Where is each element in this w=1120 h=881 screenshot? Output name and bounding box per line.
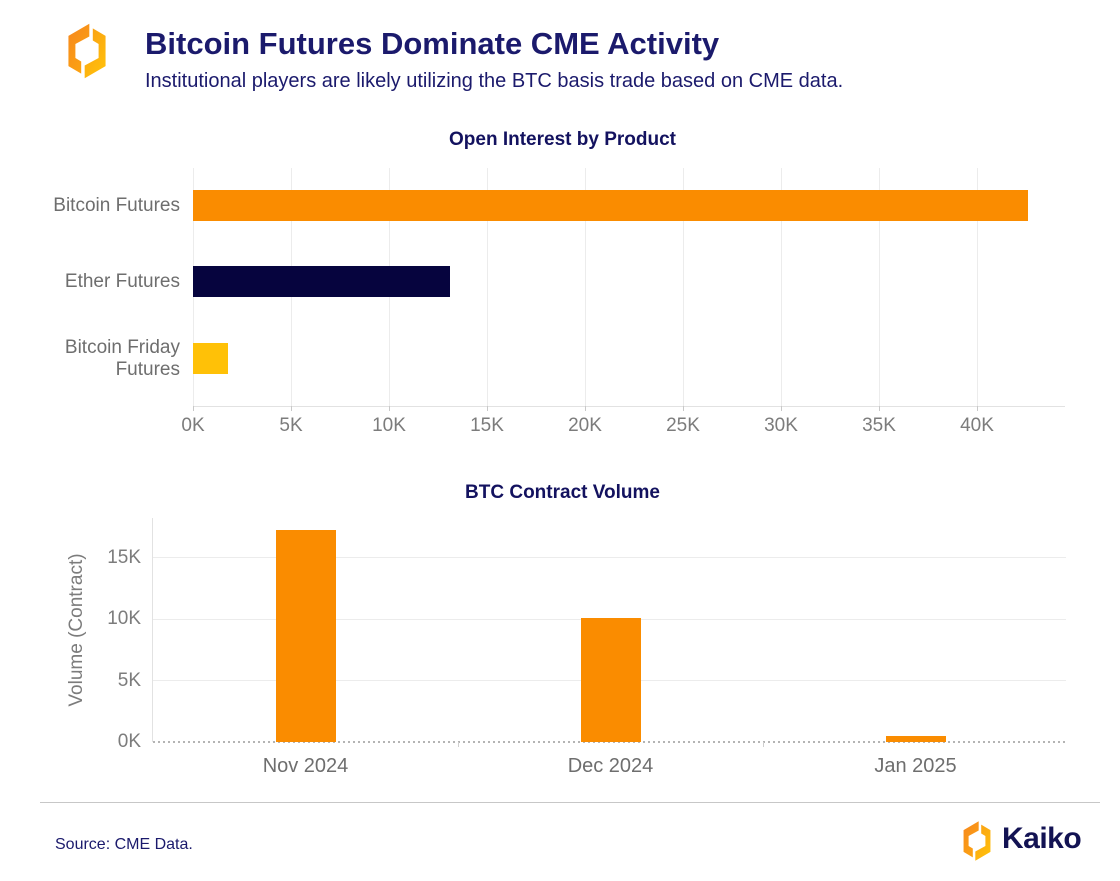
gridline-vertical — [584, 168, 586, 406]
x-axis-tick — [584, 406, 586, 411]
category-label-ether-futures: Ether Futures — [64, 271, 180, 293]
kaiko-logo-icon — [68, 23, 106, 79]
gridline-vertical — [682, 168, 684, 406]
x-axis-tick-label: 30K — [764, 415, 798, 436]
x-axis-tick — [486, 406, 488, 411]
y-axis-tick-label: 10K — [107, 608, 141, 630]
btc-volume-plot: 0K 5K 10K 15K Nov 2024 Dec 2024 Jan 2025 — [107, 518, 1066, 777]
bar-nov-2024 — [275, 530, 336, 742]
y-axis-title: Volume (Contract) — [66, 553, 87, 707]
gridline-horizontal — [153, 557, 1066, 559]
open-interest-chart-title: Open Interest by Product — [449, 129, 676, 150]
x-axis-tick-label: 25K — [666, 415, 700, 436]
x-axis-tick — [976, 406, 978, 411]
gridline-vertical — [780, 168, 782, 406]
btc-volume-chart-title: BTC Contract Volume — [465, 482, 660, 503]
open-interest-plot: 0K 5K 10K 15K 20K 25K 30K 35K 40K Bitcoin Futures… — [53, 168, 1065, 436]
x-axis-tick-label: 15K — [470, 415, 504, 436]
x-axis-label-nov-2024: Nov 2024 — [262, 755, 349, 777]
x-axis-tick — [780, 406, 782, 411]
x-axis-tick-label: 20K — [568, 415, 602, 436]
y-axis-tick-label: 5K — [117, 669, 141, 691]
x-axis-label-dec-2024: Dec 2024 — [567, 755, 654, 777]
x-axis-tick-label: 5K — [279, 415, 303, 436]
x-axis-label-jan-2025: Jan 2025 — [874, 755, 957, 777]
bar-dec-2024 — [580, 618, 641, 742]
x-axis-tick-label: 0K — [181, 415, 205, 436]
category-label-bitcoin-friday-futures: Bitcoin Friday Futures — [64, 337, 180, 380]
gridline-vertical — [976, 168, 978, 406]
y-axis-tick-label: 0K — [117, 731, 141, 752]
page-title: Bitcoin Futures Dominate CME Activity — [145, 26, 720, 61]
source-note: Source: CME Data. — [55, 836, 193, 853]
gridline-vertical — [878, 168, 880, 406]
x-axis-tick-label: 10K — [372, 415, 406, 436]
kaiko-logo-icon — [963, 821, 991, 861]
x-axis-tick-label: 35K — [862, 415, 896, 436]
x-axis-tick — [458, 742, 459, 747]
x-axis-tick — [290, 406, 292, 411]
x-axis-tick — [192, 406, 194, 411]
page-subtitle: Institutional players are likely utilizi… — [145, 70, 844, 92]
y-axis-tick-label: 15K — [107, 546, 141, 568]
x-axis-tick — [763, 742, 764, 747]
bar-ether-futures — [193, 266, 450, 297]
gridline-vertical — [486, 168, 488, 406]
x-axis-tick-label: 40K — [960, 415, 994, 436]
bar-bitcoin-friday-futures — [193, 343, 228, 374]
category-label-bitcoin-futures: Bitcoin Futures — [53, 195, 180, 217]
x-axis-tick — [878, 406, 880, 411]
zero-line — [153, 741, 1066, 743]
footer-divider — [40, 802, 1100, 803]
x-axis-tick — [682, 406, 684, 411]
kaiko-wordmark: Kaiko — [1002, 822, 1082, 855]
x-axis-tick — [388, 406, 390, 411]
bar-bitcoin-futures — [193, 190, 1028, 221]
bar-jan-2025 — [885, 736, 946, 742]
